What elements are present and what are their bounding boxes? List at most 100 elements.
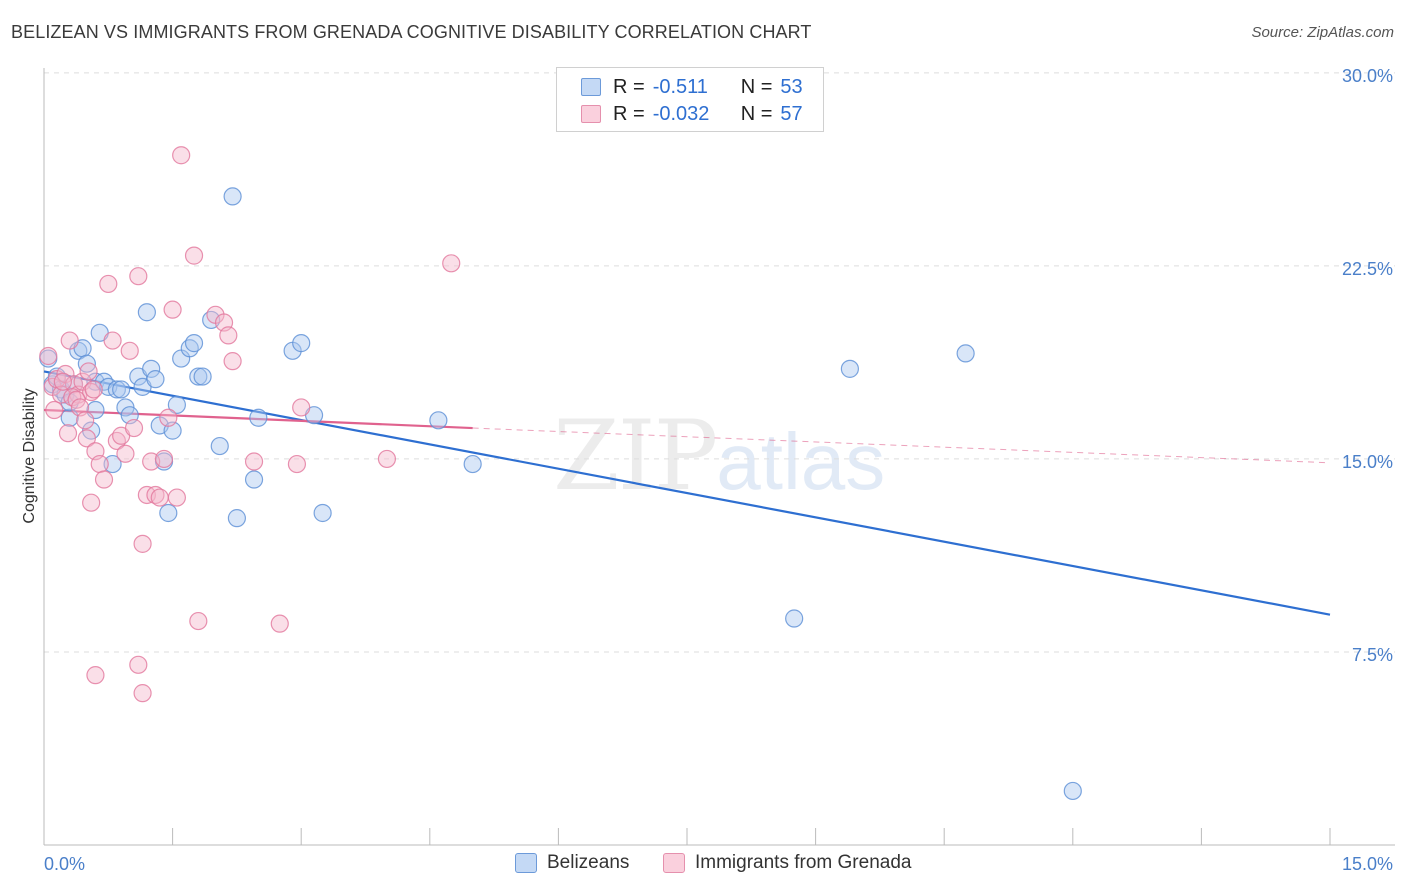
legend-r-value: -0.511 xyxy=(652,75,708,98)
grenada-point xyxy=(94,470,114,489)
x-tick-label: 15.0% xyxy=(1342,854,1393,874)
belizean-point xyxy=(77,354,96,373)
legend-n-value: 53 xyxy=(780,75,803,98)
source-label: Source: ZipAtlas.com xyxy=(1251,24,1394,41)
trend-lines xyxy=(43,370,1331,616)
legend-row-belizeans: R = -0.511 N = 53 xyxy=(581,74,803,100)
grenada-point xyxy=(129,267,148,286)
legend-n-label: N = xyxy=(740,75,773,98)
grenada-point xyxy=(244,452,264,471)
y-tick-label: 22.5% xyxy=(1342,259,1393,279)
belizean-point xyxy=(189,367,208,386)
grenada-point xyxy=(79,362,98,381)
belizean-point xyxy=(167,395,186,414)
stats-legend: R = -0.511 N = 53 R = -0.032 N = 57 xyxy=(556,67,824,132)
grenada-point xyxy=(287,454,307,474)
grenada-point xyxy=(45,400,64,420)
grenada-point xyxy=(82,382,101,402)
grenada-point xyxy=(154,449,174,469)
grenada-point xyxy=(84,380,103,399)
grenada-point xyxy=(124,418,144,438)
axis-labels: 7.5% 15.0% 22.5% 30.0% 0.0% 15.0% Cognitive Di… xyxy=(21,66,1393,874)
grenada-point xyxy=(53,372,72,391)
belizean-point xyxy=(463,454,482,474)
grenada-point xyxy=(133,684,152,703)
legend-r-label: R = xyxy=(613,102,645,125)
belizean-point xyxy=(112,380,131,399)
belizean-point xyxy=(244,470,264,489)
belizean-point xyxy=(159,503,178,523)
belizean-point xyxy=(107,380,126,399)
y-tick-label: 15.0% xyxy=(1342,452,1393,472)
grenada-point xyxy=(377,449,397,469)
x-tick-label: 0.0% xyxy=(44,854,85,874)
belizean-point xyxy=(785,609,804,628)
grenada-point xyxy=(76,411,95,430)
belizean-point xyxy=(956,344,975,363)
grenada-point xyxy=(442,254,461,273)
legend-n-value: 57 xyxy=(780,102,803,125)
grid-lines xyxy=(44,72,1395,653)
belizean-point xyxy=(840,359,859,378)
belizean-point xyxy=(142,359,161,378)
grenada-point xyxy=(150,488,169,507)
grenada-trend-extension xyxy=(472,427,1331,464)
grenada-point xyxy=(219,326,238,345)
belizean-trend-line xyxy=(43,370,1331,616)
bottom-legend-grenada: Immigrants from Grenada xyxy=(663,852,911,874)
bottom-legend-label: Belizeans xyxy=(547,852,630,873)
belizean-point xyxy=(1063,781,1082,801)
grenada-point xyxy=(167,488,186,507)
grenada-point xyxy=(99,274,118,294)
belizean-point xyxy=(223,187,242,206)
grenada-point xyxy=(163,300,182,319)
grenada-point xyxy=(86,666,105,685)
bottom-legend-label: Immigrants from Grenada xyxy=(695,852,912,873)
grenada-point xyxy=(184,246,204,265)
data-points xyxy=(39,146,1082,801)
grenada-point xyxy=(270,614,289,633)
legend-r-value: -0.032 xyxy=(652,102,710,125)
grenada-point xyxy=(172,146,191,165)
belizean-point xyxy=(184,334,204,353)
belizean-point xyxy=(429,411,448,430)
belizean-point xyxy=(193,367,212,386)
y-tick-label: 30.0% xyxy=(1342,66,1393,86)
y-axis-label: Cognitive Disability xyxy=(21,388,38,523)
grenada-point xyxy=(292,398,311,417)
belizean-point xyxy=(210,436,229,456)
belizean-point xyxy=(103,454,122,474)
legend-swatch-blue xyxy=(581,78,601,96)
grenada-point xyxy=(223,352,242,371)
legend-n-label: N = xyxy=(740,102,773,125)
axes xyxy=(43,68,1395,846)
bottom-legend-belizeans: Belizeans xyxy=(515,852,629,874)
grenada-point xyxy=(82,493,101,512)
belizean-point xyxy=(227,509,246,528)
grenada-point xyxy=(116,444,135,463)
belizean-point xyxy=(292,334,311,353)
bottom-legend-swatch-pink xyxy=(663,853,685,873)
grenada-point xyxy=(133,534,152,553)
y-tick-label: 7.5% xyxy=(1352,645,1393,665)
grenada-point xyxy=(58,424,78,443)
grenada-point xyxy=(60,331,79,350)
grenada-trend-line xyxy=(43,408,473,430)
grenada-point xyxy=(103,331,122,350)
grenada-point xyxy=(120,341,139,360)
grenada-point xyxy=(129,655,148,674)
legend-row-grenada: R = -0.032 N = 57 xyxy=(581,101,803,127)
belizean-point xyxy=(249,408,268,427)
belizean-point xyxy=(313,503,332,523)
bottom-legend-swatch-blue xyxy=(515,853,537,873)
belizean-point xyxy=(146,370,165,389)
grenada-point xyxy=(39,346,58,366)
grenada-point xyxy=(159,408,178,427)
legend-swatch-pink xyxy=(581,105,601,123)
grenada-point xyxy=(90,454,109,474)
chart-title: BELIZEAN VS IMMIGRANTS FROM GRENADA COGN… xyxy=(11,22,812,42)
watermark-atlas: atlas xyxy=(716,417,886,506)
legend-r-label: R = xyxy=(613,75,645,98)
grenada-point xyxy=(77,429,96,448)
